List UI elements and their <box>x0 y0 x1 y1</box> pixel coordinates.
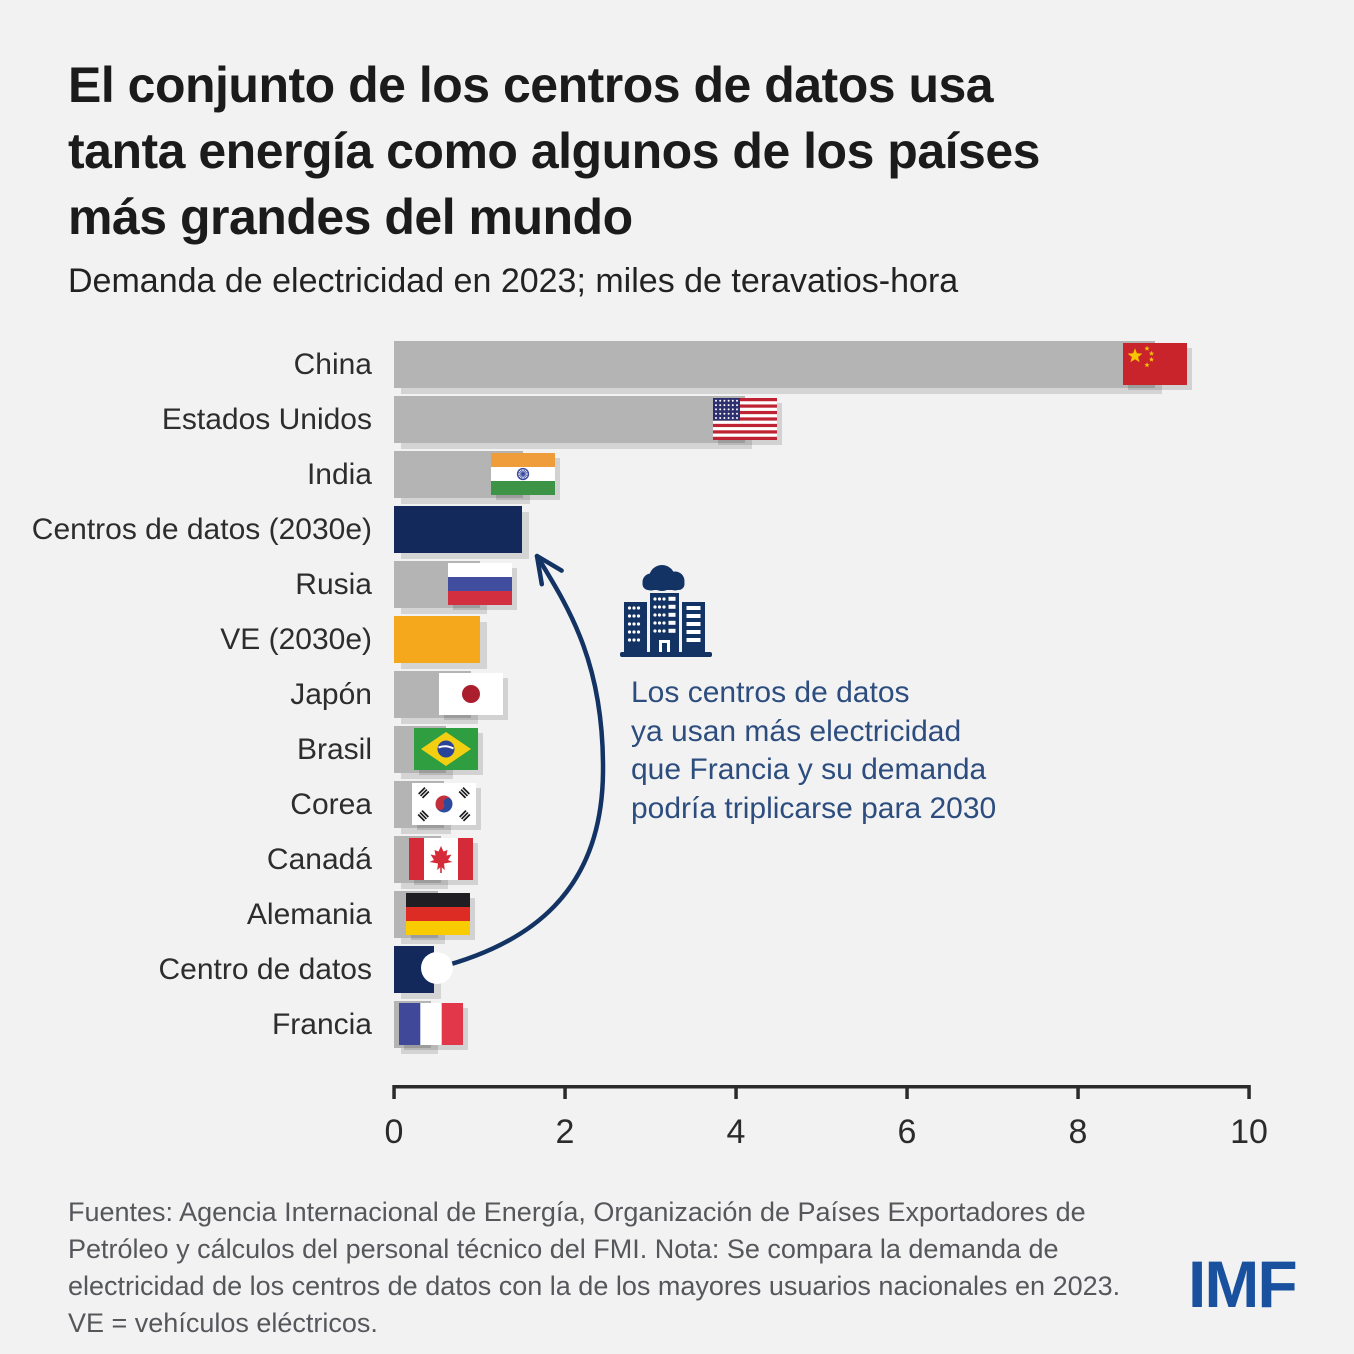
row-label-brasil: Brasil <box>296 733 372 767</box>
annotation-line-4: podría triplicarse para 2030 <box>631 791 997 825</box>
flag-china-icon <box>1123 343 1187 385</box>
source-note: Fuentes: Agencia Internacional de Energí… <box>68 1194 1120 1342</box>
row-label-india: India <box>306 458 372 492</box>
chart-row-india: India <box>0 451 1354 499</box>
chart-row-francia: Francia <box>0 1001 1354 1049</box>
chart-row-centros-de-datos-2030e: Centros de datos (2030e) <box>0 506 1354 554</box>
flag-russia-icon <box>447 563 512 606</box>
chart-title-line-2: tanta energía como algunos de los países <box>68 123 1040 179</box>
annotation-line-2: ya usan más electricidad <box>631 714 962 748</box>
flag-south-korea-icon <box>411 783 476 826</box>
chart-subtitle: Demanda de electricidad en 2023; miles d… <box>68 262 959 300</box>
source-line-2: Petróleo y cálculos del personal técnico… <box>68 1234 1059 1264</box>
annotation-line-3: que Francia y su demanda <box>631 753 987 786</box>
chart-row-estados-unidos: Estados Unidos <box>0 396 1354 444</box>
annotation-line-1: Los centros de datos <box>631 676 910 709</box>
source-line-4: VE = vehículos eléctricos. <box>68 1308 378 1338</box>
bar-centro-de-datos <box>394 946 435 994</box>
chart-row-china: China <box>0 341 1354 388</box>
row-label-centros-de-datos-2030e: Centros de datos (2030e) <box>31 513 372 547</box>
row-label-canada: Canadá <box>266 843 372 877</box>
chart-row-centro-de-datos: Centro de datos <box>0 946 1354 994</box>
source-line-1: Fuentes: Agencia Internacional de Energí… <box>68 1197 1086 1227</box>
flag-canada-icon <box>409 838 473 881</box>
chart-title-line-1: El conjunto de los centros de datos usa <box>68 57 994 113</box>
flag-brazil-icon <box>414 728 479 771</box>
chart-title: El conjunto de los centros de datos usa … <box>68 52 1040 250</box>
bar-ve-2030e <box>394 616 480 664</box>
row-label-alemania: Alemania <box>246 898 372 932</box>
flag-japan-icon <box>438 673 503 716</box>
flag-united-states-icon <box>712 398 777 441</box>
row-label-japon: Japón <box>290 678 372 712</box>
data-center-building-icon <box>620 565 712 657</box>
annotation-text: Los centros de datos ya usan más electri… <box>631 674 996 828</box>
bar-centros-de-datos-2030e <box>394 506 523 554</box>
source-line-3: electricidad de los centros de datos con… <box>68 1271 1121 1301</box>
flag-india-icon <box>491 453 556 496</box>
bar-china <box>394 341 1155 388</box>
row-label-francia: Francia <box>271 1008 372 1042</box>
row-label-china: China <box>293 348 372 381</box>
chart-row-alemania: Alemania <box>0 891 1354 939</box>
row-label-corea: Corea <box>290 788 372 822</box>
flag-germany-icon <box>405 893 470 936</box>
chart-title-line-3: más grandes del mundo <box>68 189 633 245</box>
flag-france-icon <box>398 1003 463 1046</box>
bar-estados-unidos <box>394 396 745 444</box>
row-label-ve-2030e: VE (2030e) <box>220 623 372 657</box>
chart-row-canada: Canadá <box>0 836 1354 884</box>
row-label-estados-unidos: Estados Unidos <box>161 403 372 437</box>
row-label-centro-de-datos: Centro de datos <box>158 953 372 987</box>
imf-logo: IMF <box>1188 1247 1298 1321</box>
row-label-rusia: Rusia <box>295 568 372 602</box>
